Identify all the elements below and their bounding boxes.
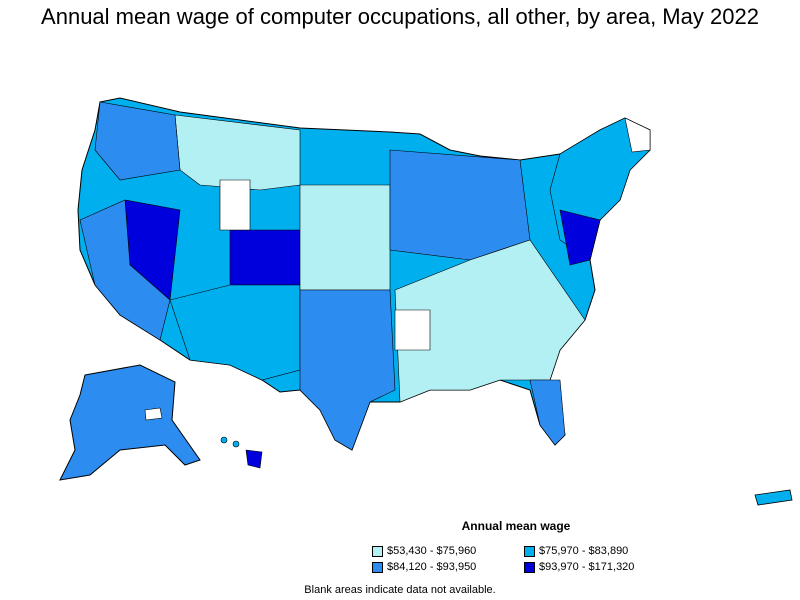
us-choropleth-map [59, 97, 793, 506]
legend-swatch [524, 545, 535, 557]
california-coast-region [79, 199, 171, 341]
southwest-region [169, 284, 301, 381]
legend-item: $75,970 - $83,890 [524, 545, 628, 557]
texas-region [299, 289, 396, 451]
legend-label: $84,120 - $93,950 [387, 561, 477, 573]
legend-item: $84,120 - $93,950 [372, 561, 476, 573]
legend-label: $53,430 - $75,960 [387, 545, 477, 557]
blank-areas-note: Blank areas indicate data not available. [304, 584, 496, 596]
mid-atlantic-region [559, 209, 601, 266]
alaska [59, 364, 201, 481]
hawaii-island [245, 449, 263, 469]
hawaii-maui [232, 440, 240, 448]
no-data-arkansas [394, 309, 431, 351]
legend-swatch [524, 561, 535, 573]
map-title: Annual mean wage of computer occupations… [41, 4, 759, 29]
legend-item: $53,430 - $75,960 [372, 545, 476, 557]
alaska-blank-area [144, 407, 163, 421]
pacific-northwest-region [94, 101, 181, 181]
hawaii-oahu [220, 436, 228, 444]
puerto-rico [754, 489, 793, 506]
legend-swatch [372, 561, 383, 573]
no-data-maine [624, 117, 651, 153]
legend-label: $93,970 - $171,320 [539, 561, 635, 573]
legend-label: $75,970 - $83,890 [539, 545, 629, 557]
legend-item: $93,970 - $171,320 [524, 561, 634, 573]
legend-swatch [372, 545, 383, 557]
legend-title: Annual mean wage [461, 519, 571, 533]
plains-region [299, 184, 391, 291]
map-legend: $53,430 - $75,960 $75,970 - $83,890 $84,… [372, 545, 672, 577]
colorado-region [229, 229, 301, 286]
midwest-region [389, 149, 531, 261]
florida-region [529, 379, 566, 446]
no-data-wyoming [219, 179, 251, 231]
